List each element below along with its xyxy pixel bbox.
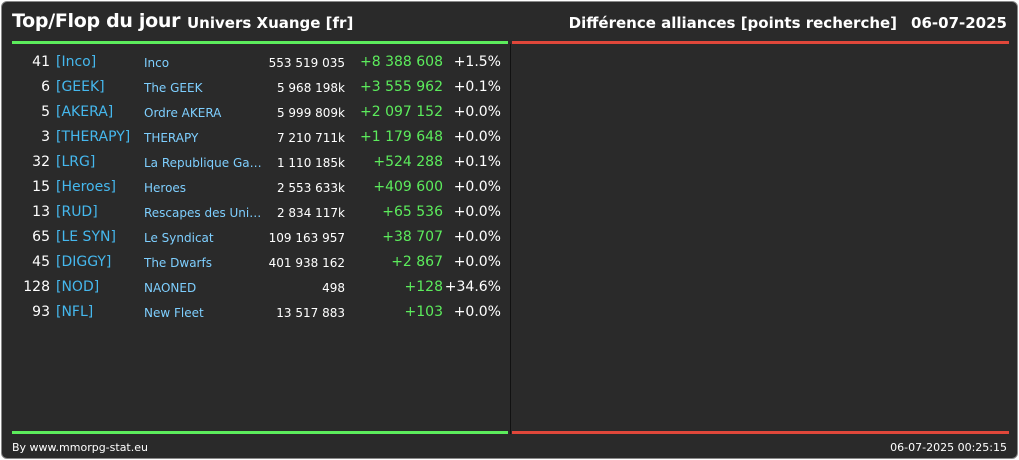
alliance-points: 1 110 185k [276,156,345,170]
page-title: Top/Flop du jour [12,10,181,32]
alliance-name[interactable]: THERAPY [144,131,199,145]
gainers-list: 41 [Inco] Inco 553 519 035 +8 388 608 +1… [12,51,504,326]
alliance-points: 7 210 711k [276,131,345,145]
alliance-points: 5 999 809k [276,106,345,120]
alliance-tag[interactable]: [GEEK] [56,79,105,95]
alliance-rank: 15 [32,179,50,195]
alliance-row[interactable]: 13 [RUD] Rescapes des Univ... 2 834 117k… [12,201,504,226]
alliance-points: 498 [322,281,345,295]
bottom-loss-bar [512,431,1009,434]
alliance-tag[interactable]: [RUD] [56,204,98,220]
alliance-row[interactable]: 65 [LE SYN] Le Syndicat 109 163 957 +38 … [12,226,504,251]
alliance-points: 2 553 633k [276,181,345,195]
alliance-name[interactable]: Inco [144,56,170,70]
alliance-name[interactable]: Heroes [144,181,187,195]
alliance-points: 401 938 162 [268,256,345,270]
points-difference: +2 097 152 [360,104,443,120]
alliance-rank: 3 [41,129,50,145]
alliance-points: 109 163 957 [268,231,345,245]
points-difference: +103 [404,304,443,320]
percent-change: +0.0% [453,254,501,270]
alliance-rank: 45 [32,254,50,270]
alliance-row[interactable]: 5 [AKERA] Ordre AKERA 5 999 809k +2 097 … [12,101,504,126]
points-difference: +1 179 648 [360,129,443,145]
alliance-rank: 32 [32,154,50,170]
alliance-rank: 13 [32,204,50,220]
bottom-gain-bar [12,431,508,434]
alliance-name[interactable]: New Fleet [144,306,204,320]
footer-timestamp: 06-07-2025 00:25:15 [890,441,1007,454]
alliance-rank: 41 [32,54,50,70]
points-difference: +524 288 [373,154,443,170]
alliance-points: 553 519 035 [268,56,345,70]
site-credit[interactable]: By www.mmorpg-stat.eu [12,441,148,454]
universe-label: Univers Xuange [fr] [187,14,354,32]
alliance-name[interactable]: Ordre AKERA [144,106,222,120]
alliance-row[interactable]: 6 [GEEK] The GEEK 5 968 198k +3 555 962 … [12,76,504,101]
alliance-tag[interactable]: [NOD] [56,279,100,295]
column-divider [510,44,511,434]
alliance-name[interactable]: The Dwarfs [144,256,212,270]
alliance-rank: 93 [32,304,50,320]
alliance-row[interactable]: 128 [NOD] NAONED 498 +128 +34.6% [12,276,504,301]
percent-change: +1.5% [453,54,501,70]
percent-change: +0.0% [453,179,501,195]
alliance-name[interactable]: NAONED [144,281,197,295]
points-difference: +128 [404,279,443,295]
alliance-row[interactable]: 93 [NFL] New Fleet 13 517 883 +103 +0.0% [12,301,504,326]
points-difference: +38 707 [382,229,443,245]
alliance-points: 5 968 198k [276,81,345,95]
alliance-tag[interactable]: [Heroes] [56,179,116,195]
alliance-points: 13 517 883 [276,306,345,320]
alliance-rank: 128 [23,279,50,295]
alliance-rank: 65 [32,229,50,245]
alliance-row[interactable]: 41 [Inco] Inco 553 519 035 +8 388 608 +1… [12,51,504,76]
alliance-tag[interactable]: [DIGGY] [56,254,112,270]
alliance-tag[interactable]: [LRG] [56,154,96,170]
alliance-row[interactable]: 3 [THERAPY] THERAPY 7 210 711k +1 179 64… [12,126,504,151]
top-loss-bar [512,41,1009,44]
alliance-rank: 5 [41,104,50,120]
alliance-tag[interactable]: [NFL] [56,304,94,320]
alliance-row[interactable]: 15 [Heroes] Heroes 2 553 633k +409 600 +… [12,176,504,201]
header-date: 06-07-2025 [911,14,1007,32]
points-difference: +409 600 [373,179,443,195]
alliance-row[interactable]: 32 [LRG] La Republique Gala... 1 110 185… [12,151,504,176]
percent-change: +0.0% [453,104,501,120]
alliance-name[interactable]: Rescapes des Univ... [144,206,264,220]
alliance-row[interactable]: 45 [DIGGY] The Dwarfs 401 938 162 +2 867… [12,251,504,276]
alliance-tag[interactable]: [THERAPY] [56,129,131,145]
alliance-name[interactable]: La Republique Gala... [144,156,264,170]
percent-change: +0.1% [453,79,501,95]
alliance-name[interactable]: Le Syndicat [144,231,214,245]
percent-change: +0.1% [453,154,501,170]
top-gain-bar [12,41,508,44]
alliance-points: 2 834 117k [276,206,345,220]
percent-change: +0.0% [453,304,501,320]
ranking-type-label: Différence alliances [points recherche] [568,14,898,32]
alliance-name[interactable]: The GEEK [144,81,203,95]
percent-change: +0.0% [453,204,501,220]
points-difference: +8 388 608 [360,54,443,70]
percent-change: +0.0% [453,229,501,245]
header-right: Différence alliances [points recherche] 0… [569,14,1007,32]
points-difference: +2 867 [391,254,443,270]
percent-change: +34.6% [444,279,501,295]
percent-change: +0.0% [453,129,501,145]
alliance-tag[interactable]: [AKERA] [56,104,114,120]
points-difference: +65 536 [382,204,443,220]
points-difference: +3 555 962 [360,79,443,95]
alliance-tag[interactable]: [LE SYN] [56,229,116,245]
alliance-tag[interactable]: [Inco] [56,54,97,70]
alliance-rank: 6 [41,79,50,95]
